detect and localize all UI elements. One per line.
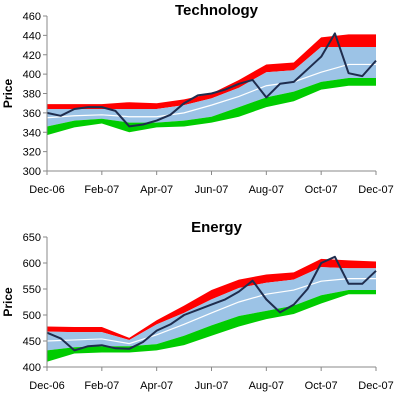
technology-y-tick-label: 340 <box>23 127 41 139</box>
energy-price-line <box>46 255 377 352</box>
energy-x-tick-label: Dec-06 <box>29 380 64 392</box>
energy-chart: 400 450 500 550 600 650 Dec-06 Feb-07 Apr-07 Jun-… <box>1 219 394 392</box>
technology-x-tick-label: Oct-07 <box>305 184 338 196</box>
technology-x-tick-label: Dec-06 <box>29 184 64 196</box>
technology-y-tick-label: 380 <box>23 89 41 101</box>
technology-y-tick-label: 440 <box>23 30 41 42</box>
technology-x-tick-label: Jun-07 <box>195 184 229 196</box>
technology-y-tick-label: 360 <box>23 108 41 120</box>
technology-lower-band <box>47 78 376 136</box>
technology-title: Technology <box>175 2 259 19</box>
technology-y-tick-label: 420 <box>23 50 41 62</box>
energy-x-tick-label: Jun-07 <box>195 380 229 392</box>
energy-x-tick-label: Oct-07 <box>305 380 338 392</box>
technology-price-line <box>46 32 377 128</box>
energy-upper-band <box>47 258 376 340</box>
energy-y-tick-label: 400 <box>23 362 41 374</box>
technology-x-tick-label: Dec-07 <box>358 184 393 196</box>
energy-y-tick-label: 450 <box>23 336 41 348</box>
energy-title: Energy <box>191 219 243 236</box>
energy-y-tick-label: 650 <box>23 232 41 244</box>
energy-y-tick-label: 600 <box>23 258 41 270</box>
technology-y-tick-label: 300 <box>23 166 41 178</box>
energy-lower-band <box>47 290 376 362</box>
technology-y-tick-label: 400 <box>23 69 41 81</box>
energy-x-tick-label: Aug-07 <box>249 380 284 392</box>
energy-y-tick-label: 500 <box>23 310 41 322</box>
energy-mid-line <box>46 278 376 345</box>
technology-x-tick-label: Apr-07 <box>140 184 173 196</box>
energy-channel-band <box>47 267 376 351</box>
technology-mid-line <box>46 63 376 119</box>
technology-x-tick-label: Aug-07 <box>249 184 284 196</box>
energy-x-tick-label: Feb-07 <box>84 380 119 392</box>
technology-y-axis-label: Price <box>1 78 15 108</box>
technology-y-tick-label: 320 <box>23 147 41 159</box>
technology-chart: 300 320 340 360 380 400 420 440 460 Dec-06 Feb-07 A… <box>1 2 394 196</box>
technology-x-tick-label: Feb-07 <box>84 184 119 196</box>
technology-y-tick-label: 460 <box>23 11 41 23</box>
energy-y-axis-label: Price <box>1 287 15 317</box>
energy-x-tick-label: Dec-07 <box>358 380 393 392</box>
energy-x-tick-label: Apr-07 <box>140 380 173 392</box>
energy-y-tick-label: 550 <box>23 284 41 296</box>
